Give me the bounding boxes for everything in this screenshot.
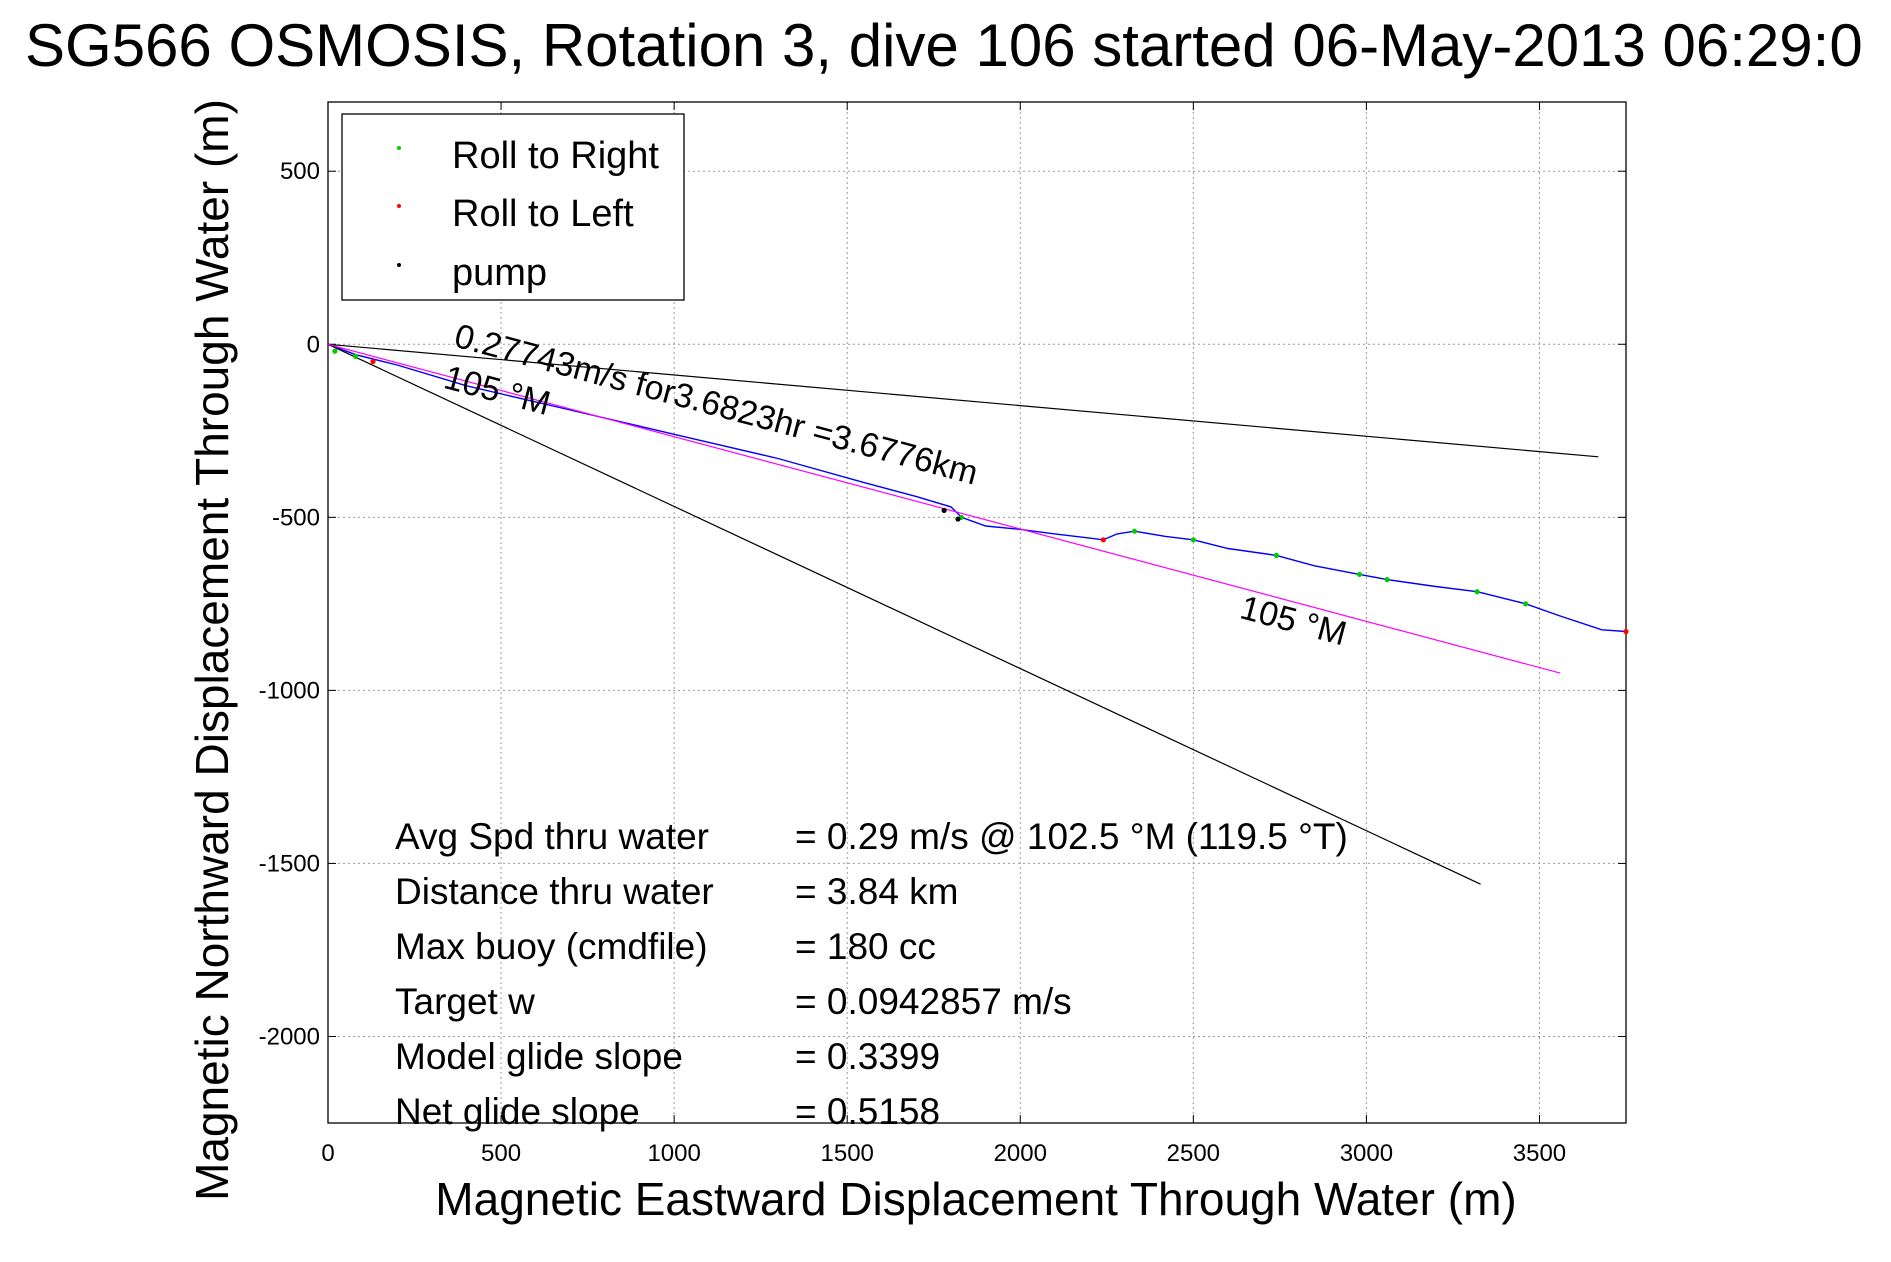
stat-value-net-glide: = 0.5158 [795,1091,940,1132]
x-tick-label: 1500 [821,1140,874,1167]
x-tick-label: 500 [481,1140,521,1167]
roll-right-point [353,353,359,359]
annotation-heading-dr: 105 °M [1236,589,1350,654]
marker-layer [332,348,1629,635]
roll-left-point [370,358,376,365]
stat-label-net-glide: Net glide slope [395,1091,640,1132]
x-tick-label: 2500 [1167,1140,1220,1167]
legend-label-roll-right: Roll to Right [452,135,659,177]
stat-label-model-glide: Model glide slope [395,1036,683,1077]
stat-label-max-buoy: Max buoy (cmdfile) [395,926,708,967]
roll-right-point [1273,552,1280,558]
roll-right-point [1384,577,1390,583]
y-tick-label: -500 [272,504,320,531]
stat-value-max-buoy: = 180 cc [795,926,936,967]
x-axis: 0 500 1000 1500 2000 2500 3000 3500 [321,102,1566,1167]
plot-area-frame [327,101,1627,1124]
y-tick-label: -1000 [259,677,320,704]
roll-left-point [1623,628,1629,635]
roll-left-point [1100,537,1106,543]
stat-label-distance: Distance thru water [395,871,714,912]
heading-line-long [327,343,1481,885]
legend-marker-roll-right [397,146,401,150]
x-tick-label: 3000 [1340,1140,1393,1167]
legend-label-roll-left: Roll to Left [452,193,634,235]
stat-label-target-w: Target w [395,981,535,1022]
roll-right-point [1131,528,1138,534]
stat-value-model-glide: = 0.3399 [795,1036,940,1077]
dive-statistics: Avg Spd thru water = 0.29 m/s @ 102.5 °M… [395,816,1348,1132]
roll-right-point [1474,589,1480,595]
stat-value-avg-speed: = 0.29 m/s @ 102.5 °M (119.5 °T) [795,816,1348,857]
chart-title: SG566 OSMOSIS, Rotation 3, dive 106 star… [25,12,1863,79]
roll-right-point [1356,571,1363,578]
stat-label-avg-speed: Avg Spd thru water [395,816,709,857]
heading-line-short [327,343,1599,458]
y-axis-label: Magnetic Northward Displacement Through … [186,99,238,1201]
legend: Roll to Right Roll to Left pump [341,113,685,301]
pump-point [955,516,961,522]
legend-marker-roll-left [397,204,401,208]
x-tick-label: 0 [321,1140,334,1167]
roll-right-point [332,348,338,354]
y-tick-label: -1500 [259,850,320,877]
x-tick-label: 3500 [1513,1140,1566,1167]
legend-label-pump: pump [452,252,547,294]
x-tick-label: 1000 [647,1140,700,1167]
y-axis: 500 0 -500 -1000 -1500 -2000 [259,158,1626,1050]
x-tick-label: 2000 [994,1140,1047,1167]
roll-right-point [1190,537,1196,543]
y-tick-label: -2000 [259,1023,320,1050]
y-tick-label: 0 [307,331,320,358]
stat-value-target-w: = 0.0942857 m/s [795,981,1072,1022]
pump-point [941,507,947,513]
roll-right-point [1523,601,1529,607]
legend-marker-pump [397,263,401,267]
stat-value-distance: = 3.84 km [795,871,959,912]
y-tick-label: 500 [280,158,320,185]
series-layer [327,343,1627,885]
x-axis-label: Magnetic Eastward Displacement Through W… [435,1173,1516,1225]
